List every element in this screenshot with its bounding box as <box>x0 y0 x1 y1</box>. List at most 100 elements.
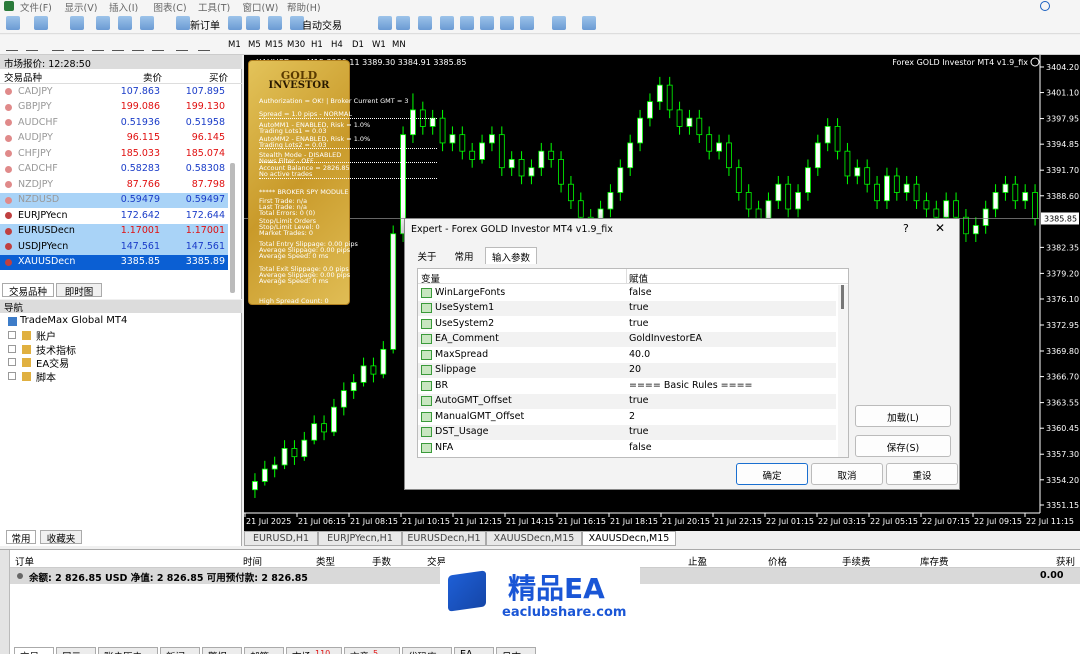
parameter-row[interactable]: BR ==== Basic Rules ==== <box>418 378 836 394</box>
cancel-button[interactable]: 取消 <box>811 463 883 485</box>
toolbar-button[interactable] <box>440 16 454 30</box>
market-row[interactable]: EURUSDecn 1.17001 1.17001 <box>0 223 228 239</box>
tree-expander[interactable] <box>8 331 16 339</box>
parameter-row[interactable]: AutoGMT_Offset true <box>418 393 836 409</box>
parameter-row[interactable]: UseSystem2 true <box>418 316 836 332</box>
panel-tab[interactable]: 收藏夹 <box>40 530 82 545</box>
toolbar-button[interactable] <box>480 16 494 30</box>
terminal-tab[interactable]: 代码库 <box>402 647 452 654</box>
toolbar-button[interactable] <box>520 16 534 30</box>
terminal-tab[interactable]: 账户历史 <box>98 647 158 654</box>
panel-tab[interactable]: 即时图 <box>56 283 102 298</box>
tool-icon[interactable] <box>52 39 64 51</box>
toolbar-button[interactable] <box>552 16 566 30</box>
chart-tab[interactable]: XAUUSDecn,M15 <box>582 531 676 546</box>
menu-item[interactable]: 显示(V) <box>64 3 98 14</box>
chart-tab[interactable]: EURUSDecn,H1 <box>402 531 486 546</box>
save-button[interactable]: 保存(S) <box>855 435 951 457</box>
market-row[interactable]: XAUUSDecn 3385.85 3385.89 <box>0 254 228 270</box>
tool-icon[interactable] <box>132 39 144 51</box>
market-row[interactable]: GBPJPY 199.086 199.130 <box>0 99 228 115</box>
search-icon[interactable] <box>1040 1 1050 11</box>
dialog-tab[interactable]: 输入参数 <box>485 247 537 264</box>
help-button[interactable]: ? <box>903 222 909 235</box>
tree-item[interactable]: 技术指标 <box>36 345 76 357</box>
tree-item[interactable]: EA交易 <box>36 359 70 371</box>
dialog-tab[interactable]: 关于 <box>417 252 437 263</box>
tree-expander[interactable] <box>8 371 16 380</box>
timeframe-button[interactable]: M15 <box>265 40 284 50</box>
toolbar-button[interactable] <box>268 16 282 30</box>
tree-item[interactable]: 脚本 <box>36 372 56 384</box>
load-button[interactable]: 加载(L) <box>855 405 951 427</box>
timeframe-button[interactable]: D1 <box>352 40 364 50</box>
terminal-tab[interactable]: 新闻 <box>160 647 200 654</box>
timeframe-button[interactable]: M30 <box>287 40 306 50</box>
ok-button[interactable]: 确定 <box>736 463 808 485</box>
menu-item[interactable]: 插入(I) <box>109 3 139 14</box>
menu-item[interactable]: 图表(C) <box>153 3 187 14</box>
toolbar-button[interactable] <box>396 16 410 30</box>
terminal-tab[interactable]: 日志 <box>496 647 536 654</box>
close-button[interactable]: ✕ <box>935 221 946 235</box>
auto-trading-button[interactable]: 自动交易 <box>302 21 342 32</box>
parameter-row[interactable]: Slippage 20 <box>418 362 836 378</box>
toolbar-button[interactable] <box>378 16 392 30</box>
parameter-row[interactable]: UseSystem1 true <box>418 300 836 316</box>
tree-expander[interactable] <box>8 358 16 367</box>
dialog-tab[interactable]: 常用 <box>454 252 474 263</box>
timeframe-button[interactable]: H1 <box>311 40 323 50</box>
tool-icon[interactable] <box>92 39 104 51</box>
timeframe-button[interactable]: H4 <box>331 40 343 50</box>
timeframe-button[interactable]: M1 <box>228 40 241 50</box>
market-row[interactable]: CADCHF 0.58283 0.58308 <box>0 161 228 177</box>
terminal-tab[interactable]: 展示 <box>56 647 96 654</box>
toolbar-button[interactable] <box>34 16 48 30</box>
tool-icon[interactable] <box>26 39 38 51</box>
tool-icon[interactable] <box>112 39 124 51</box>
new-order-button[interactable]: 新订单 <box>190 21 220 32</box>
terminal-tab[interactable]: 市场 110 <box>286 647 342 654</box>
market-row[interactable]: NZDJPY 87.766 87.798 <box>0 177 228 193</box>
parameter-row[interactable]: EA_Comment GoldInvestorEA <box>418 331 836 347</box>
tree-root[interactable]: TradeMax Global MT4 <box>20 315 128 326</box>
parameter-row[interactable]: MaxSpread 40.0 <box>418 347 836 363</box>
tool-icon[interactable] <box>72 39 84 51</box>
chart-tab[interactable]: XAUUSDecn,M15 <box>486 531 582 546</box>
timeframe-button[interactable]: MN <box>392 40 406 50</box>
market-row[interactable]: AUDJPY 96.115 96.145 <box>0 130 228 146</box>
tree-item[interactable]: 账户 <box>36 332 56 343</box>
toolbar-button[interactable] <box>418 16 432 30</box>
terminal-tab[interactable]: 文章 5 <box>344 647 400 654</box>
parameter-row[interactable]: ManualGMT_Offset 2 <box>418 409 836 425</box>
toolbar-button[interactable] <box>6 16 20 30</box>
toolbar-button[interactable] <box>582 16 596 30</box>
menu-item[interactable]: 工具(T) <box>198 3 231 14</box>
timeframe-button[interactable]: M5 <box>248 40 261 50</box>
panel-tab[interactable]: 交易品种 <box>2 283 54 298</box>
toolbar-button[interactable] <box>500 16 514 30</box>
panel-tab[interactable]: 常用 <box>6 530 36 545</box>
menu-item[interactable]: 帮助(H) <box>287 3 321 14</box>
toolbar-button[interactable] <box>140 16 154 30</box>
chart-tab[interactable]: EURJPYecn,H1 <box>318 531 402 546</box>
toolbar-button[interactable] <box>460 16 474 30</box>
tool-icon[interactable] <box>152 39 164 51</box>
market-row[interactable]: USDJPYecn 147.561 147.561 <box>0 239 228 255</box>
menu-item[interactable]: 文件(F) <box>20 3 52 14</box>
toolbar-button[interactable] <box>70 16 84 30</box>
market-row[interactable]: CHFJPY 185.033 185.074 <box>0 146 228 162</box>
parameter-row[interactable]: DST_Usage true <box>418 424 836 440</box>
terminal-tab[interactable]: EA <box>454 647 494 654</box>
market-row[interactable]: AUDCHF 0.51936 0.51958 <box>0 115 228 131</box>
terminal-tab[interactable]: 交易 <box>14 647 54 654</box>
parameter-row[interactable]: WinLargeFonts false <box>418 285 836 301</box>
market-row[interactable]: NZDUSD 0.59479 0.59497 <box>0 192 228 208</box>
chart-tab[interactable]: EURUSD,H1 <box>244 531 318 546</box>
tool-icon[interactable] <box>176 39 188 51</box>
reset-button[interactable]: 重设 <box>886 463 958 485</box>
terminal-tab[interactable]: 邮箱 <box>244 647 284 654</box>
toolbar-button[interactable] <box>176 16 190 30</box>
toolbar-button[interactable] <box>228 16 242 30</box>
parameter-row[interactable]: NFA false <box>418 440 836 456</box>
